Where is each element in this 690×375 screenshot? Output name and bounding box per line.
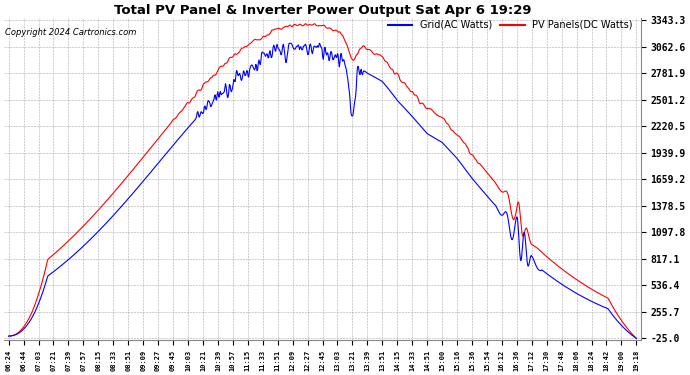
Title: Total PV Panel & Inverter Power Output Sat Apr 6 19:29: Total PV Panel & Inverter Power Output S…	[114, 4, 531, 17]
Text: Copyright 2024 Cartronics.com: Copyright 2024 Cartronics.com	[6, 28, 137, 37]
Legend: Grid(AC Watts), PV Panels(DC Watts): Grid(AC Watts), PV Panels(DC Watts)	[388, 20, 633, 30]
